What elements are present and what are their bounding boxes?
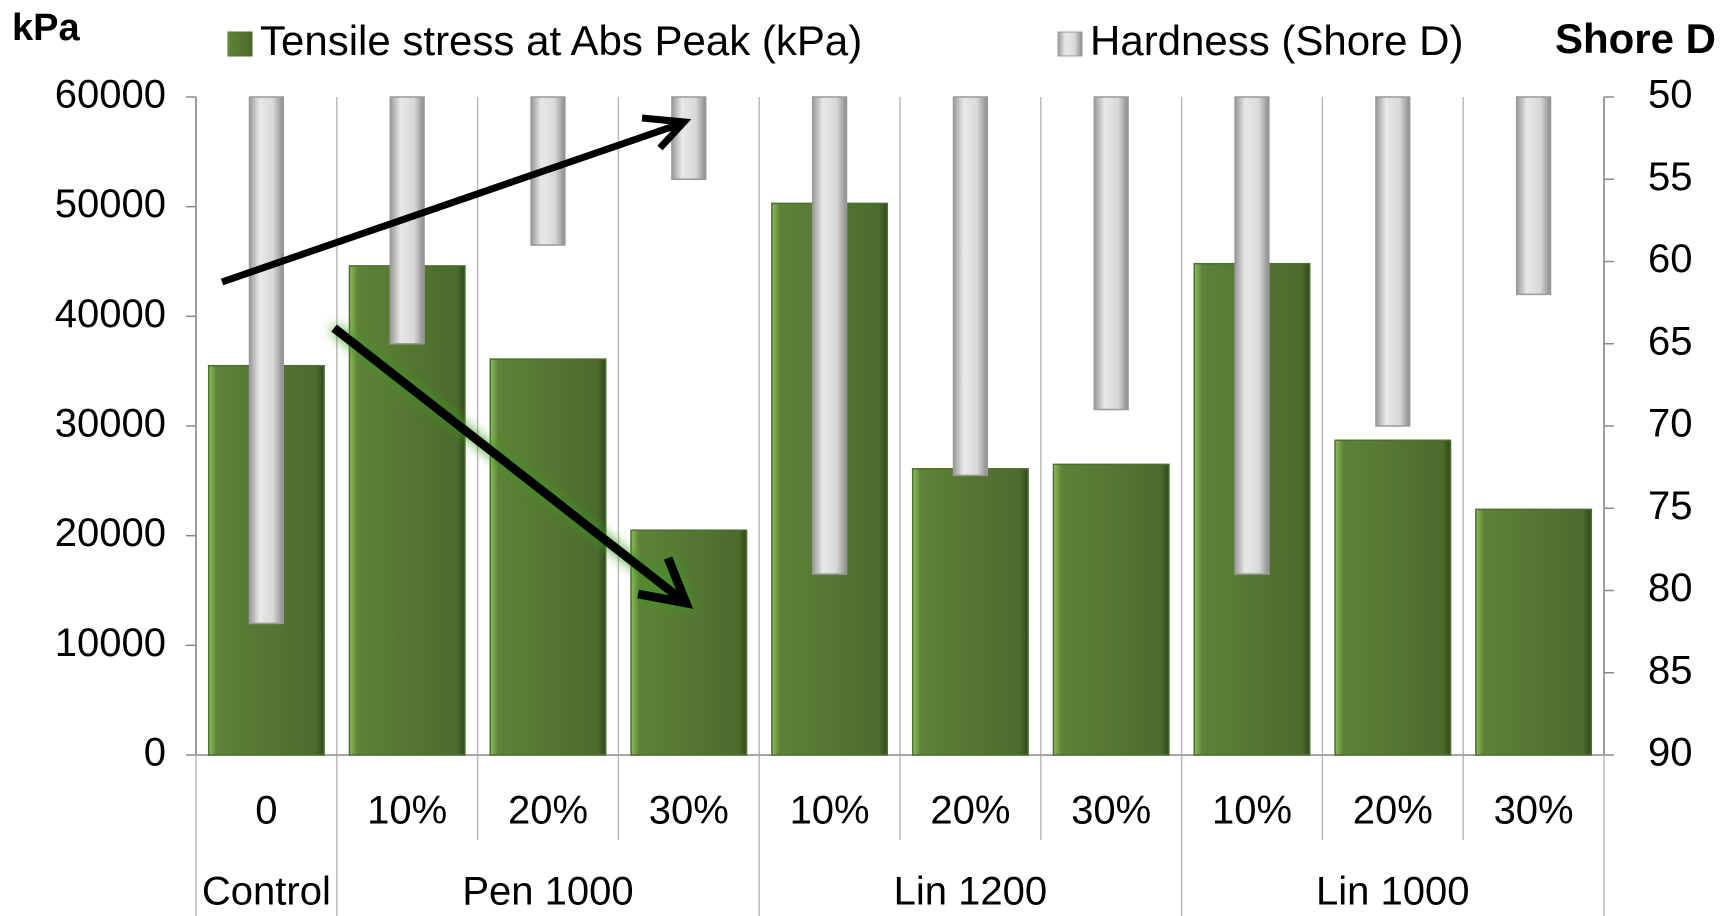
y-tick-label: 10000: [55, 621, 166, 665]
y2-tick-label: 65: [1648, 319, 1693, 363]
bar: [1093, 96, 1129, 411]
plot-area: 0 10000 20000 30000 40000 50000 60000 50 55 60 65 7…: [55, 73, 1693, 916]
y2-tick-label: 75: [1648, 484, 1693, 528]
y-tick-label: 40000: [55, 292, 166, 336]
y2-tick-label: 70: [1648, 402, 1693, 446]
y-tick-label: 0: [144, 731, 166, 775]
bar: [1515, 96, 1552, 296]
bar: [1234, 96, 1270, 575]
y2-axis-label: Shore D: [1555, 15, 1716, 62]
y-tick-label: 60000: [55, 73, 166, 117]
legend-swatch: [1057, 31, 1083, 57]
legend-label: Tensile stress at Abs Peak (kPa): [260, 17, 862, 64]
x-tick-label: 20%: [930, 789, 1010, 833]
y2-tick-label: 80: [1648, 566, 1693, 610]
group-label: Control: [202, 870, 331, 914]
y2-tick-label: 50: [1648, 73, 1693, 117]
x-tick-label: 30%: [649, 789, 729, 833]
y-axis-label: kPa: [12, 7, 80, 49]
bar: [911, 468, 1029, 756]
y2-tick-label: 55: [1648, 155, 1693, 199]
arrow-glow: [331, 324, 694, 609]
arrow-head: [637, 556, 694, 609]
x-tick-label: 20%: [1353, 789, 1433, 833]
y-tick-label: 20000: [55, 511, 166, 555]
bar: [1052, 463, 1170, 756]
bar: [630, 529, 748, 756]
bar: [489, 358, 607, 756]
bar: [348, 265, 466, 756]
bar: [811, 96, 848, 575]
bar: [248, 96, 285, 625]
x-tick-label: 30%: [1494, 789, 1574, 833]
arrow: [331, 324, 685, 604]
bar: [671, 96, 707, 180]
legend-swatch: [227, 31, 253, 57]
bar: [1375, 96, 1411, 427]
x-tick-label: 10%: [1212, 789, 1292, 833]
group-label: Pen 1000: [462, 870, 633, 914]
x-tick-label: 10%: [790, 789, 870, 833]
y2-tick-label: 90: [1648, 731, 1693, 775]
y-tick-label: 30000: [55, 402, 166, 446]
y2-tick-label: 60: [1648, 237, 1693, 281]
bar: [952, 96, 989, 477]
bar: [1334, 439, 1452, 756]
x-tick-label: 10%: [367, 789, 447, 833]
x-tick-label: 20%: [508, 789, 588, 833]
y-tick-label: 50000: [55, 182, 166, 226]
arrow-head: [641, 114, 692, 151]
group-label: Lin 1000: [1316, 870, 1469, 914]
arrow: [220, 120, 682, 286]
annotations: [220, 114, 694, 609]
y2-tick-label: 85: [1648, 648, 1693, 692]
legend-label: Hardness (Shore D): [1090, 17, 1463, 64]
x-tick-label: 0: [255, 789, 277, 833]
x-tick-label: 30%: [1071, 789, 1151, 833]
bar: [1475, 508, 1593, 756]
group-label: Lin 1200: [894, 870, 1047, 914]
